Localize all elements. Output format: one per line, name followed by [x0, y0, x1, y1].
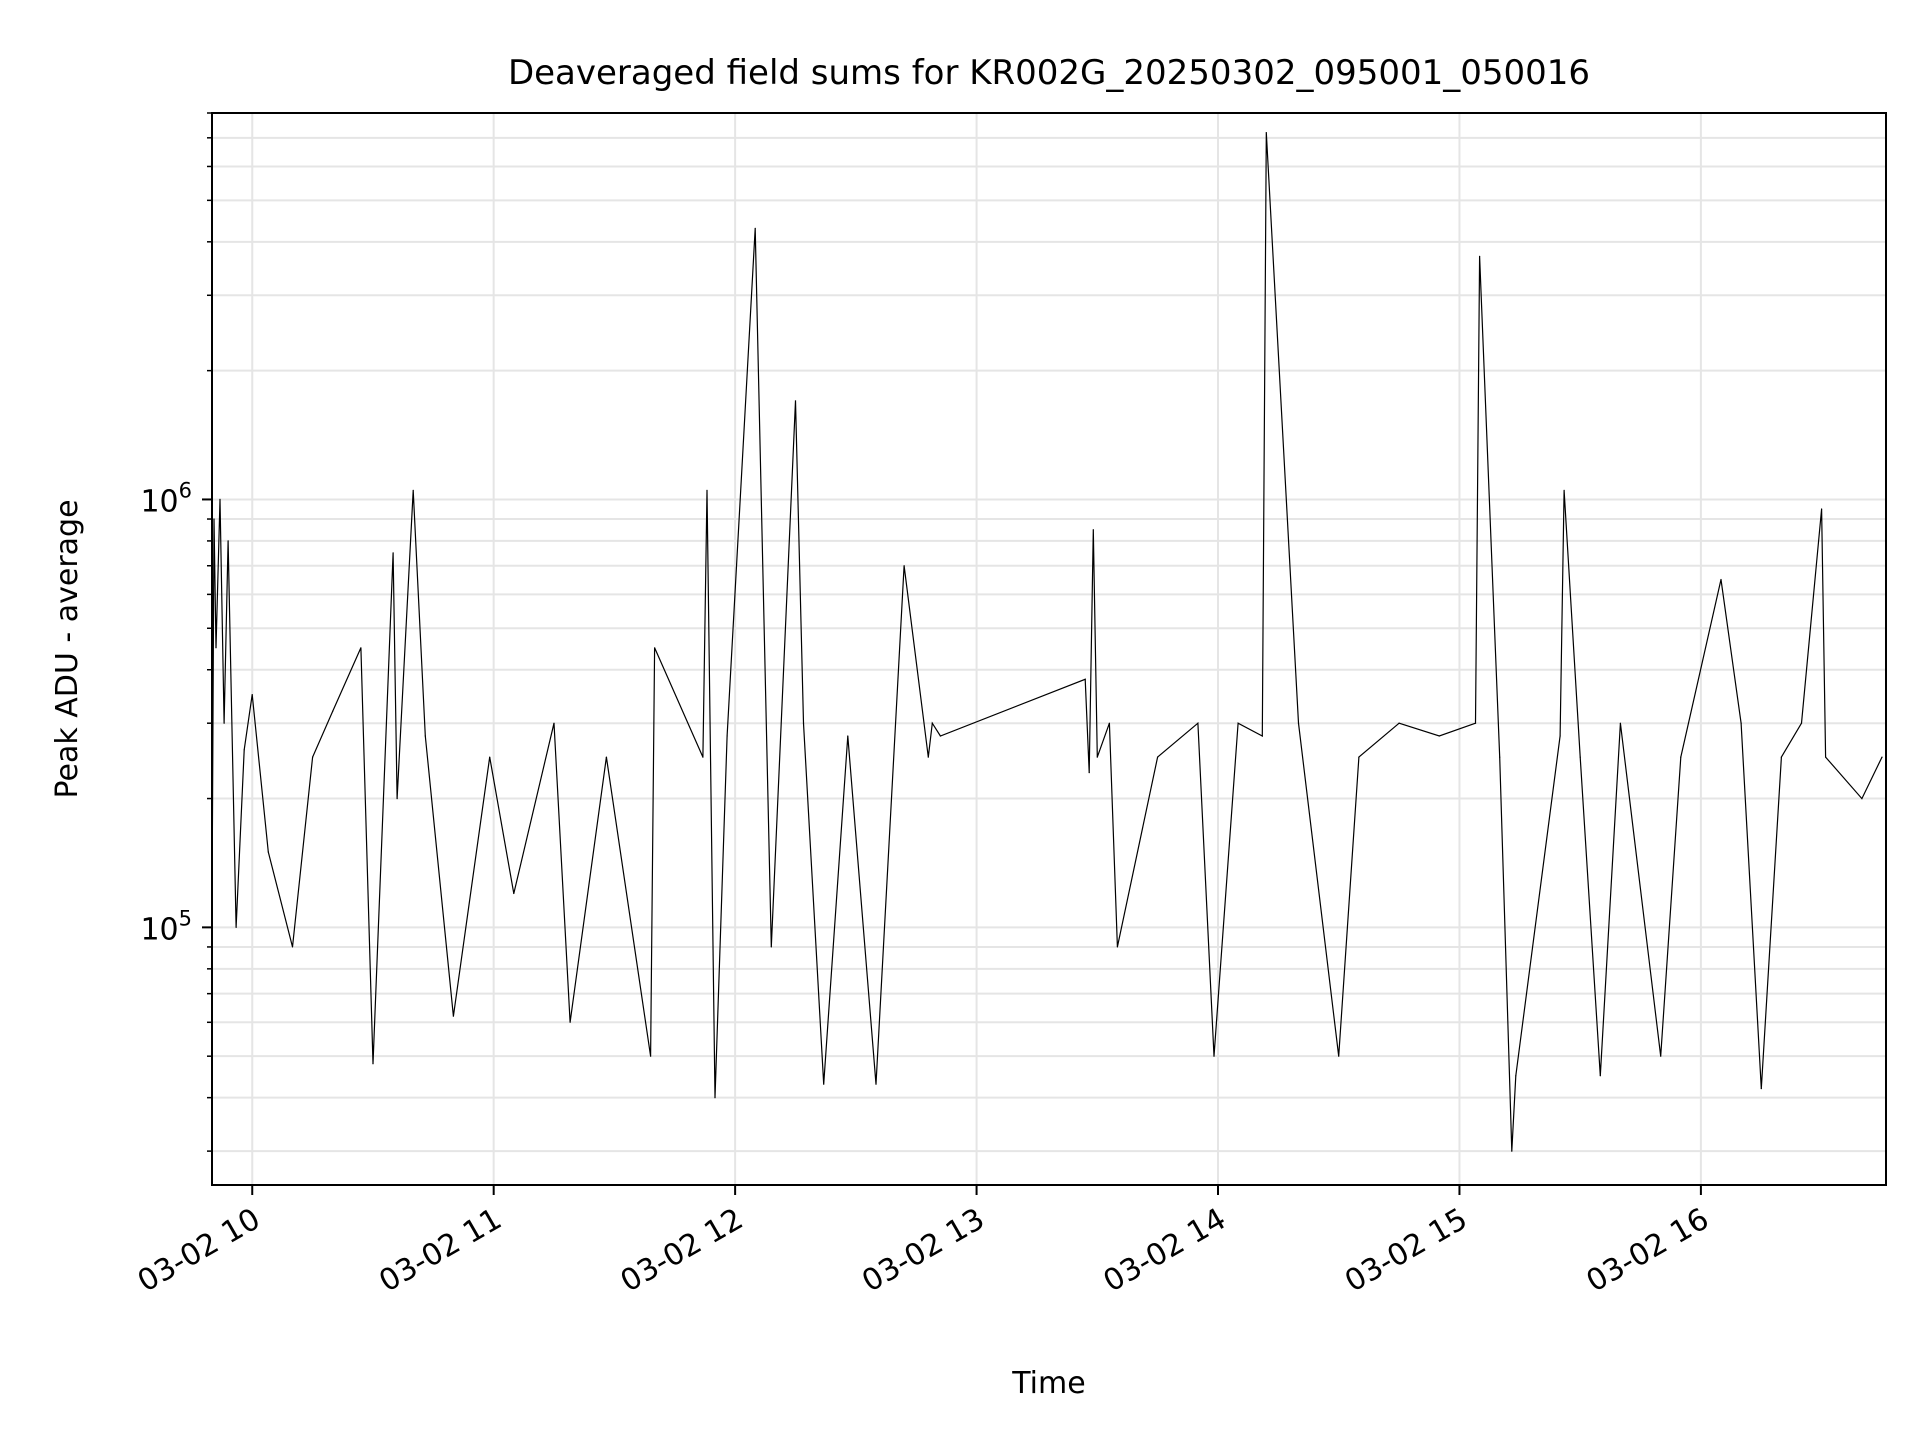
data-point	[802, 722, 805, 724]
data-point	[569, 1021, 571, 1023]
data-point	[1261, 735, 1263, 737]
data-point	[1237, 722, 1239, 724]
data-point	[605, 756, 608, 758]
data-point	[489, 756, 491, 758]
data-point	[219, 498, 221, 500]
data-point	[223, 722, 225, 724]
data-point	[650, 1055, 652, 1057]
grid-lines	[212, 112, 1886, 1185]
data-point	[553, 722, 555, 724]
data-point	[770, 946, 772, 948]
data-point	[1760, 1088, 1762, 1090]
y-tick-label: 105	[140, 906, 192, 947]
data-point	[1092, 529, 1094, 531]
data-point	[1680, 756, 1682, 758]
data-point	[1297, 722, 1300, 724]
data-point	[927, 756, 929, 758]
data-point	[1479, 255, 1481, 257]
data-point	[875, 1083, 877, 1085]
data-point	[513, 892, 515, 895]
data-point	[702, 756, 704, 758]
data-point	[332, 710, 334, 712]
data-point	[1213, 1055, 1215, 1057]
data-point	[360, 647, 362, 649]
y-tick-label: 106	[140, 478, 192, 519]
data-point	[235, 926, 237, 929]
data-point	[1660, 1055, 1662, 1057]
series-line	[211, 132, 1883, 1152]
data-point	[1559, 735, 1561, 737]
data-point	[392, 552, 394, 554]
data-point	[1563, 489, 1565, 491]
data-point	[396, 798, 398, 800]
data-point	[1861, 798, 1863, 800]
data-point	[267, 851, 269, 853]
data-point	[452, 1015, 454, 1017]
data-point	[1821, 508, 1823, 510]
x-tick-label: 03-02 15	[1339, 1202, 1473, 1300]
data-point	[227, 540, 229, 542]
data-point	[706, 489, 708, 491]
x-tick-label: 03-02 11	[373, 1202, 507, 1300]
data-point	[1579, 756, 1581, 758]
data-point	[754, 227, 756, 229]
data-point	[215, 647, 217, 649]
data-point	[1398, 722, 1400, 724]
data-point	[372, 1063, 374, 1065]
data-point	[1515, 1075, 1517, 1077]
data-point	[424, 735, 426, 737]
data-point	[714, 1097, 716, 1099]
data-point	[1800, 722, 1803, 724]
data-point	[726, 735, 728, 737]
x-tick-label: 03-02 14	[1098, 1202, 1232, 1300]
data-point	[1197, 722, 1199, 724]
data-point	[1157, 756, 1159, 758]
data-point	[654, 647, 656, 649]
data-point	[291, 946, 294, 948]
data-point	[1096, 756, 1098, 758]
data-point	[312, 756, 314, 758]
data-point	[1438, 735, 1440, 737]
data-point	[243, 749, 245, 751]
data-point	[1511, 1150, 1513, 1152]
data-point	[1358, 756, 1360, 758]
data-point	[1338, 1055, 1340, 1057]
data-point	[1474, 722, 1477, 724]
data-point	[1116, 946, 1118, 948]
data-point	[794, 400, 797, 402]
data-point	[1084, 678, 1086, 680]
data-point	[1720, 578, 1722, 581]
data-point	[213, 518, 215, 520]
axis-ticks: 105 106 03-02 10 03-02 11 03-02 12 03-02 13 03…	[132, 112, 1715, 1300]
data-point	[823, 1083, 825, 1085]
x-axis-label: Time	[1011, 1366, 1085, 1401]
data-point	[1499, 756, 1501, 758]
x-tick-label: 03-02 12	[615, 1202, 749, 1300]
data-point	[931, 722, 933, 724]
data-point	[412, 489, 414, 491]
data-point	[1780, 756, 1782, 758]
data-point	[903, 565, 905, 567]
x-tick-label: 03-02 10	[132, 1202, 266, 1300]
x-tick-label: 03-02 16	[1581, 1202, 1715, 1300]
data-point	[251, 694, 253, 696]
data-point	[1599, 1075, 1601, 1077]
data-point	[847, 735, 849, 737]
data-point	[1108, 722, 1110, 724]
axes-frame	[211, 112, 1887, 1186]
data-point	[1825, 756, 1827, 758]
y-axis-label: Peak ADU - average	[50, 499, 85, 798]
chart-title: Deaveraged field sums for KR002G_2025030…	[508, 53, 1590, 93]
data-point	[939, 735, 942, 737]
data-point	[1881, 756, 1883, 758]
x-tick-label: 03-02 13	[856, 1202, 990, 1300]
data-point	[1740, 722, 1742, 724]
series-group	[211, 132, 1883, 1152]
data-point	[1088, 772, 1090, 774]
data-point	[1265, 132, 1267, 134]
data-point	[1619, 722, 1621, 724]
